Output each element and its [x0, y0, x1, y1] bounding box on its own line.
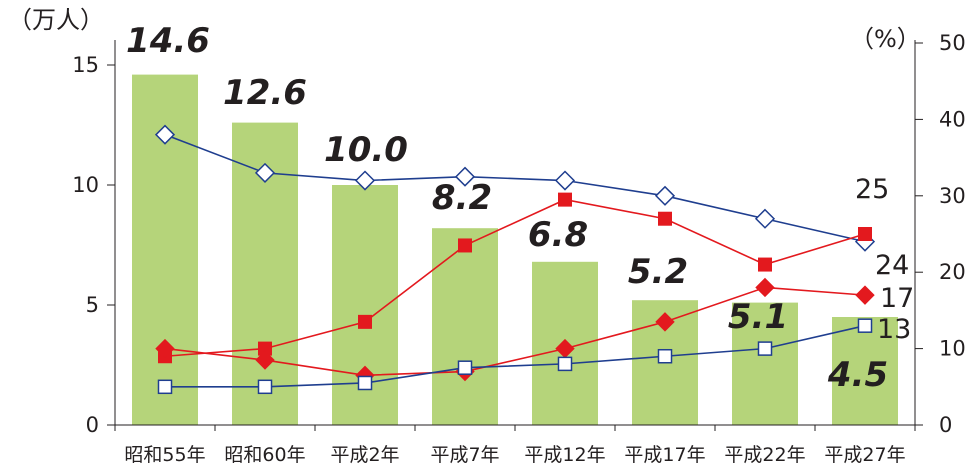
x-tick-label: 昭和60年 — [224, 444, 305, 466]
square-marker — [457, 360, 473, 375]
left-tick-label: 10 — [72, 173, 99, 197]
diamond-marker — [254, 162, 276, 183]
series-line — [164, 198, 866, 358]
square-marker — [558, 192, 572, 207]
diamond-marker — [754, 208, 776, 229]
series-end-label: 24 — [875, 250, 909, 281]
series-line — [165, 324, 866, 388]
bar-value-label: 14.6 — [126, 21, 210, 61]
right-tick-label: 40 — [939, 107, 966, 131]
right-tick-label: 30 — [939, 184, 966, 208]
x-tick-label: 平成7年 — [430, 444, 499, 466]
x-tick-label: 平成22年 — [724, 444, 805, 466]
diamond-marker — [855, 285, 875, 305]
square-marker — [258, 341, 272, 356]
square-marker — [658, 211, 672, 226]
bar-value-label: 10.0 — [324, 130, 408, 170]
square-marker — [358, 314, 372, 329]
diamond-marker — [354, 170, 376, 191]
diamond-marker — [255, 350, 275, 370]
square-marker — [858, 227, 872, 241]
bar-value-label: 6.8 — [528, 215, 588, 255]
square-marker — [557, 356, 573, 372]
diamond-marker — [554, 170, 576, 191]
diamond-marker — [655, 312, 675, 332]
left-tick-label: 15 — [72, 53, 99, 77]
bar-value-label: 8.2 — [432, 178, 492, 218]
bar-value-label: 5.1 — [728, 297, 788, 337]
diamond-marker — [154, 124, 176, 145]
diamond-marker — [454, 166, 476, 187]
bar-value-label: 12.6 — [223, 73, 307, 113]
right-axis-unit: （%） — [850, 25, 921, 53]
right-tick-label: 20 — [939, 260, 966, 284]
diamond-marker — [155, 338, 175, 359]
x-tick-label: 平成17年 — [624, 444, 705, 466]
right-tick-label: 0 — [939, 413, 952, 437]
square-marker — [357, 375, 373, 391]
series-line — [164, 133, 866, 243]
bar — [432, 228, 498, 425]
right-tick-label: 50 — [939, 31, 966, 55]
square-marker — [657, 348, 673, 364]
series-line — [164, 286, 866, 377]
square-marker — [257, 379, 273, 395]
square-marker — [157, 379, 173, 395]
x-tick-label: 平成27年 — [824, 444, 905, 466]
diamond-marker — [755, 277, 775, 298]
axes-layer: （万人） （%） 0 5 10 15 0 10 20 30 40 50 昭和55年 昭和60年 平成2年… — [8, 6, 966, 466]
x-tick-label: 平成2年 — [330, 444, 399, 466]
right-tick-label: 10 — [939, 337, 966, 361]
series-end-label: 25 — [855, 174, 889, 205]
bar-value-label: 4.5 — [827, 355, 888, 395]
left-axis-unit: （万人） — [8, 6, 104, 34]
bar — [732, 302, 798, 425]
left-tick-label: 5 — [86, 293, 99, 317]
square-marker — [857, 318, 873, 333]
square-marker — [458, 238, 472, 253]
series-end-label: 13 — [877, 314, 911, 345]
bar — [832, 317, 898, 425]
bars-layer — [132, 74, 898, 425]
bar-value-label: 5.2 — [628, 252, 688, 292]
diamond-marker — [654, 185, 676, 206]
series-end-label: 17 — [880, 283, 914, 314]
square-marker — [758, 257, 772, 272]
square-marker — [757, 341, 773, 356]
x-tick-label: 昭和55年 — [124, 444, 205, 466]
x-tick-label: 平成12年 — [524, 444, 605, 466]
lines-layer — [154, 124, 876, 395]
left-tick-label: 0 — [86, 413, 99, 437]
